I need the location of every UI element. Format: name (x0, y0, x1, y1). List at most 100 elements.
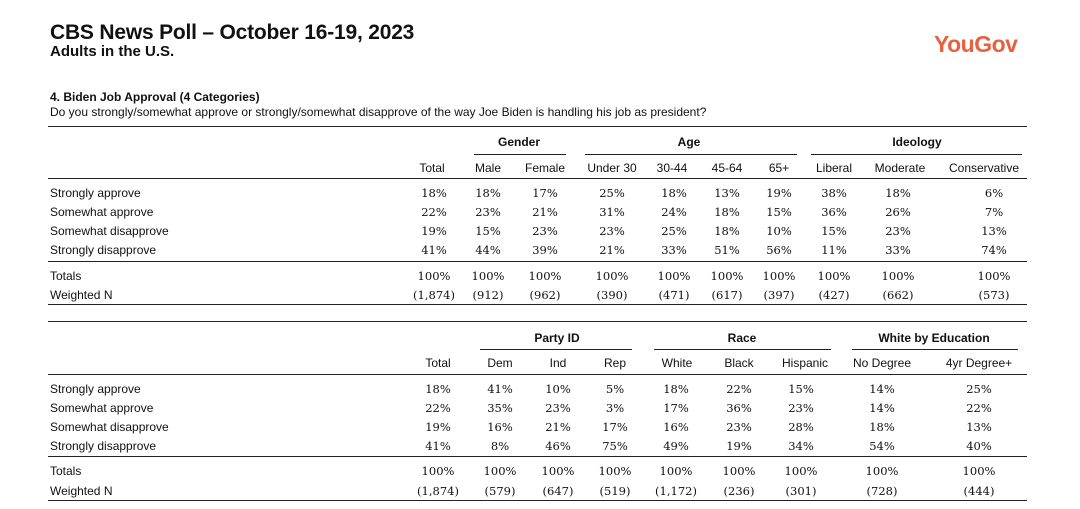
row-label: Strongly disapprove (50, 439, 157, 453)
table-cell: 24% (661, 205, 687, 219)
table-cell: 100% (710, 269, 744, 283)
table-cell: 100% (962, 464, 996, 478)
table-cell: 15% (475, 224, 501, 238)
table-cell: 18% (661, 186, 687, 200)
table-cell: (662) (882, 288, 914, 302)
row-label: Strongly approve (50, 186, 141, 200)
table-cell: 100% (865, 464, 899, 478)
table-top-rule (48, 321, 1027, 322)
table-cell: 6% (984, 186, 1004, 200)
group-header: Gender (497, 135, 541, 149)
poll-subtitle: Adults in the U.S. (50, 43, 175, 60)
table-cell: 23% (532, 224, 558, 238)
table-cell: 8% (490, 439, 510, 453)
yougov-logo: YouGov (934, 31, 1018, 57)
totals-label: Totals (50, 269, 82, 283)
group-header: Race (727, 331, 757, 345)
table-cell: 23% (885, 224, 911, 238)
column-header: Rep (603, 356, 627, 370)
question-title: 4. Biden Job Approval (4 Categories) (50, 90, 260, 104)
weighted-n-label: Weighted N (50, 288, 113, 302)
group-header: Age (677, 135, 701, 149)
table-cell: 100% (528, 269, 562, 283)
column-header: Female (524, 161, 566, 175)
table-cell: 39% (532, 243, 558, 257)
table-cell: (912) (472, 288, 504, 302)
table-top-rule (48, 126, 1027, 127)
table-cell: 25% (661, 224, 687, 238)
table-cell: 10% (545, 382, 571, 396)
table-cell: (519) (599, 484, 631, 498)
table-cell: 100% (483, 464, 517, 478)
column-header: Male (474, 161, 502, 175)
header-rule (48, 374, 1027, 375)
group-header: White by Education (878, 331, 990, 345)
table-cell: 25% (966, 382, 992, 396)
table-cell: (397) (763, 288, 795, 302)
table-cell: 100% (722, 464, 756, 478)
table-cell: (427) (818, 288, 850, 302)
table-cell: 46% (545, 439, 571, 453)
weighted-n-label: Weighted N (50, 484, 113, 498)
table-cell: 19% (726, 439, 752, 453)
column-header: 45-64 (711, 161, 743, 175)
table-cell: 14% (869, 382, 895, 396)
table-cell: 23% (726, 420, 752, 434)
table-cell: 33% (885, 243, 911, 257)
table-cell: 100% (595, 269, 629, 283)
column-header: Hispanic (781, 356, 829, 370)
table-cell: 56% (766, 243, 792, 257)
table-cell: 7% (984, 205, 1004, 219)
group-underline (480, 349, 632, 350)
column-header: Total (425, 356, 451, 370)
row-label: Somewhat disapprove (50, 420, 169, 434)
column-header: Moderate (874, 161, 926, 175)
table-cell: 11% (821, 243, 847, 257)
table-cell: 21% (545, 420, 571, 434)
table-cell: (236) (723, 484, 755, 498)
table-cell: 3% (605, 401, 625, 415)
table-cell: 100% (817, 269, 851, 283)
table-cell: (1,874) (413, 288, 455, 302)
group-underline (585, 154, 797, 155)
table-bottom-rule (48, 500, 1027, 501)
totals-label: Totals (50, 464, 82, 478)
table-cell: (471) (658, 288, 690, 302)
table-cell: 22% (966, 401, 992, 415)
table-cell: (573) (978, 288, 1010, 302)
totals-rule (48, 456, 1027, 457)
table-cell: 10% (766, 224, 792, 238)
table-cell: 25% (599, 186, 625, 200)
row-label: Strongly approve (50, 382, 141, 396)
table-cell: 17% (602, 420, 628, 434)
table-cell: (1,172) (655, 484, 697, 498)
column-header: White (661, 356, 693, 370)
column-header: Black (724, 356, 754, 370)
group-header: Party ID (534, 331, 580, 345)
table-cell: 75% (602, 439, 628, 453)
table-cell: 18% (421, 186, 447, 200)
group-header: Ideology (892, 135, 942, 149)
table-cell: 34% (788, 439, 814, 453)
row-label: Somewhat approve (50, 205, 154, 219)
table-cell: (617) (711, 288, 743, 302)
column-header: No Degree (852, 356, 912, 370)
column-header: Under 30 (587, 161, 637, 175)
totals-rule (48, 261, 1027, 262)
table-cell: (301) (785, 484, 817, 498)
table-cell: 26% (885, 205, 911, 219)
table-cell: 54% (869, 439, 895, 453)
table-cell: 16% (663, 420, 689, 434)
table-cell: (728) (866, 484, 898, 498)
table-cell: 41% (421, 243, 447, 257)
column-header: Ind (549, 356, 567, 370)
table-cell: 19% (766, 186, 792, 200)
table-cell: 100% (471, 269, 505, 283)
table-cell: (647) (542, 484, 574, 498)
question-text: Do you strongly/somewhat approve or stro… (50, 105, 707, 119)
table-cell: 18% (425, 382, 451, 396)
table-cell: 40% (966, 439, 992, 453)
table-cell: 49% (663, 439, 689, 453)
table-cell: 51% (714, 243, 740, 257)
column-header: 4yr Degree+ (945, 356, 1013, 370)
